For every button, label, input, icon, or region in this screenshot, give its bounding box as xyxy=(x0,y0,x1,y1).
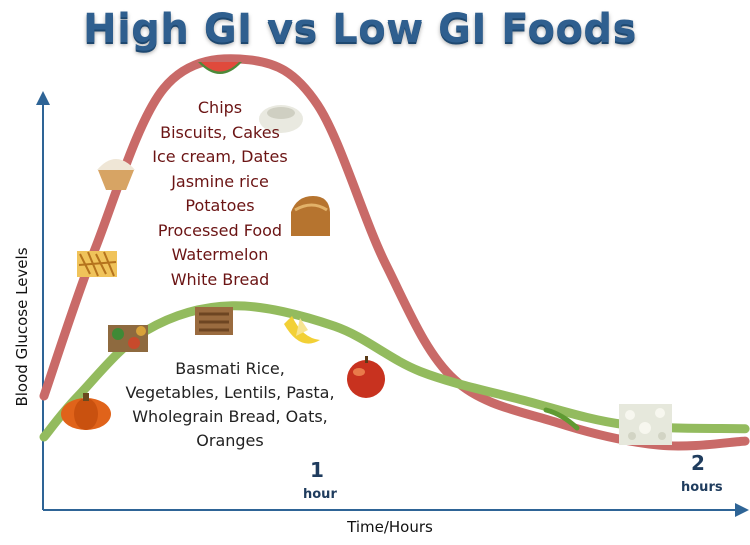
chart-title: High GI vs Low GI Foods xyxy=(83,6,637,52)
oats-image xyxy=(619,404,672,445)
watermelon-image xyxy=(198,62,242,74)
high-gi-food-label: Potatoes xyxy=(185,196,255,215)
bean-image xyxy=(543,407,580,431)
x-tick-unit: hour xyxy=(303,487,337,502)
x-axis-label: Time/Hours xyxy=(347,518,433,536)
fries-image xyxy=(77,251,117,277)
high-gi-food-label: Biscuits, Cakes xyxy=(160,122,280,142)
bread-image xyxy=(291,196,330,236)
series-layer xyxy=(39,54,750,451)
low-gi-curve xyxy=(39,301,750,442)
pumpkin-image xyxy=(61,393,111,430)
high-gi-food-label: Watermelon xyxy=(171,245,269,264)
high-gi-food-label: Jasmine rice xyxy=(171,171,269,191)
x-tick-unit: hours xyxy=(681,480,723,495)
apple-image xyxy=(347,356,385,398)
lentils-image xyxy=(195,307,233,335)
low-gi-food-label: Basmati Rice, xyxy=(175,359,285,378)
low-gi-food-label: Vegetables, Lentils, Pasta, xyxy=(125,383,335,402)
high-gi-food-label: Chips xyxy=(197,98,243,117)
low-gi-food-label: Oranges xyxy=(196,431,264,450)
x-tick-number: 1 xyxy=(310,458,324,482)
ice-cream-image xyxy=(97,159,135,190)
high-gi-food-label: White Bread xyxy=(170,269,270,289)
high-gi-curve xyxy=(39,54,750,451)
banana-image xyxy=(284,316,320,344)
high-gi-food-label: Processed Food xyxy=(157,220,283,240)
x-tick-number: 2 xyxy=(691,451,705,475)
low-gi-food-label: Wholegrain Bread, Oats, xyxy=(132,407,328,426)
y-axis-label: Blood Glucose Levels xyxy=(13,247,31,407)
cake-image xyxy=(259,105,303,133)
vegetables-image xyxy=(108,325,148,352)
high-gi-food-label: Ice cream, Dates xyxy=(152,147,288,166)
